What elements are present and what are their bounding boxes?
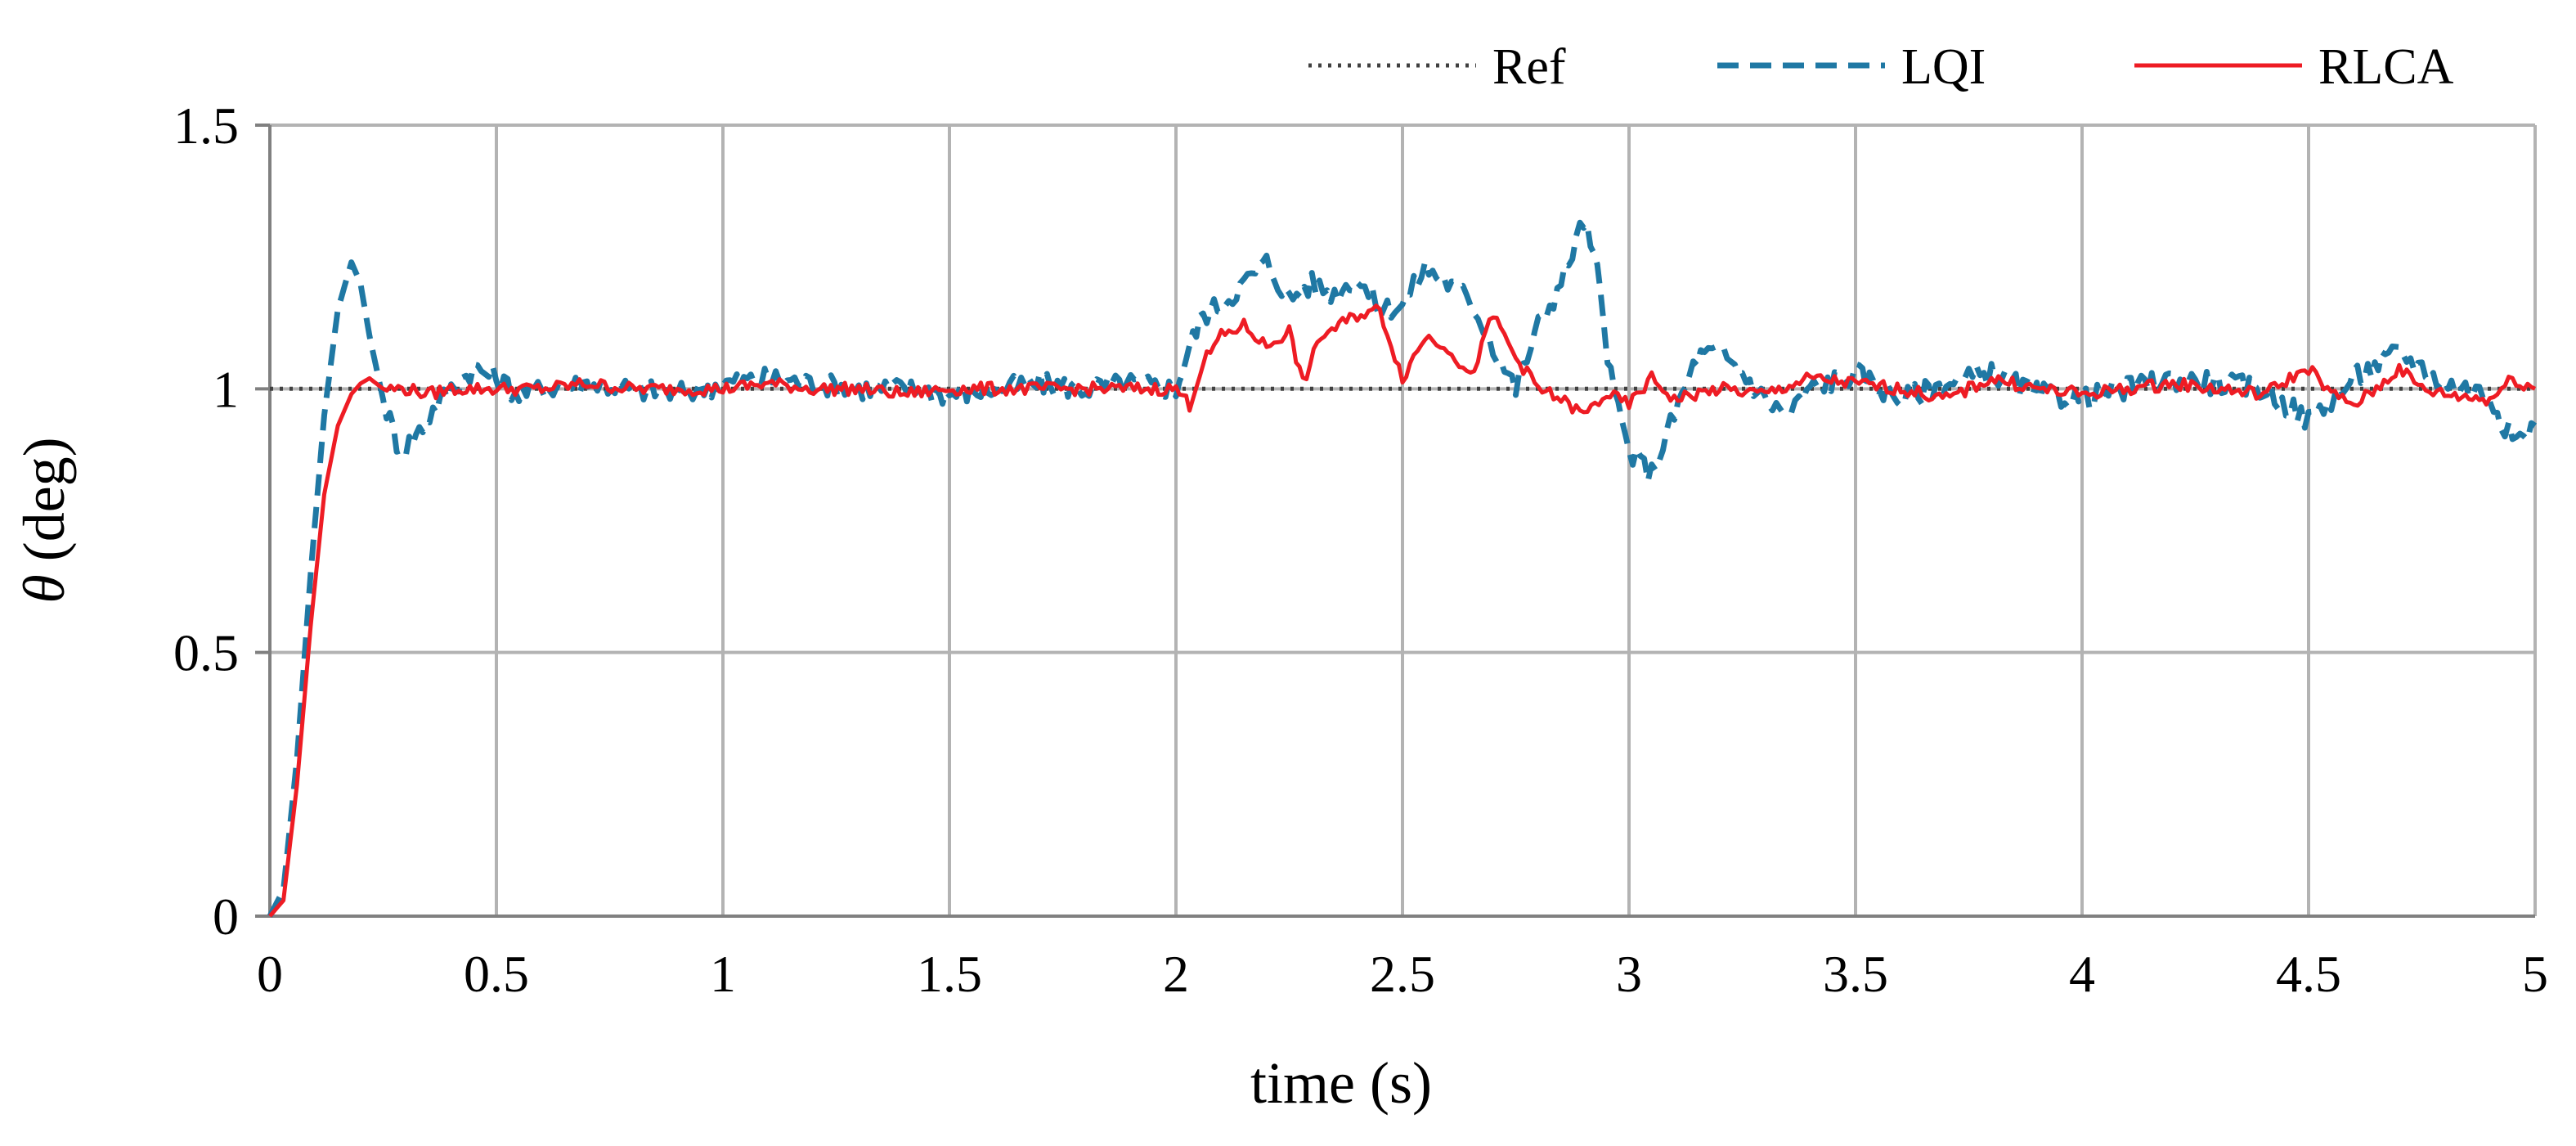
tick-labels: 0 0.5 1 1.5 2 2.5 3 3.5 4 4.5 5 0 0.5 1 1.5	[173, 97, 2548, 1003]
x-tick-label: 3	[1616, 945, 1642, 1003]
series-line-rlca	[268, 303, 2537, 918]
x-tick-label: 1	[710, 945, 736, 1003]
x-tick-label: 3.5	[1823, 945, 1888, 1003]
y-axis-title: θ (deg)	[11, 437, 77, 603]
grid	[268, 124, 2537, 916]
x-tick-label: 2	[1163, 945, 1189, 1003]
x-tick-label: 2.5	[1370, 945, 1435, 1003]
y-tick-label: 0	[213, 888, 239, 946]
axes	[255, 124, 2535, 918]
x-tick-label: 4.5	[2276, 945, 2341, 1003]
y-tick-label: 1	[213, 360, 239, 418]
x-axis-title: time (s)	[1250, 1050, 1432, 1116]
y-axis-unit: (deg)	[11, 437, 77, 561]
x-tick-label: 4	[2069, 945, 2095, 1003]
x-tick-label: 0	[257, 945, 283, 1003]
y-axis-symbol: θ	[11, 574, 77, 603]
x-tick-label: 1.5	[917, 945, 982, 1003]
legend-label-ref: Ref	[1492, 39, 1566, 95]
legend-label-rlca: RLCA	[2318, 39, 2454, 95]
y-tick-label: 0.5	[173, 624, 239, 682]
x-tick-label: 5	[2522, 945, 2548, 1003]
legend-label-lqi: LQI	[1901, 39, 1986, 95]
series-group	[267, 219, 2538, 918]
y-tick-label: 1.5	[173, 97, 239, 155]
x-tick-label: 0.5	[464, 945, 529, 1003]
legend: Ref LQI RLCA	[1308, 39, 2454, 95]
